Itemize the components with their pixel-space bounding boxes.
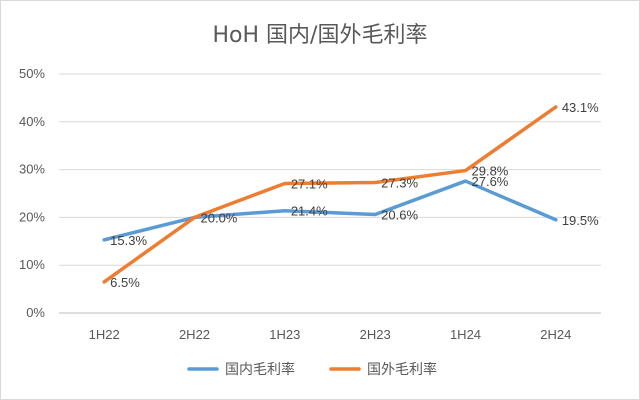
- data-label: 21.4%: [291, 204, 328, 219]
- data-label: 19.5%: [562, 213, 599, 228]
- x-tick-label: 1H22: [89, 327, 120, 342]
- y-tick-label: 0%: [26, 305, 45, 320]
- x-tick-label: 2H22: [179, 327, 210, 342]
- data-label: 6.5%: [110, 275, 140, 290]
- data-label: 15.3%: [110, 233, 147, 248]
- x-tick-label: 2H23: [360, 327, 391, 342]
- series-line-2: [102, 105, 558, 284]
- y-tick-label: 10%: [19, 257, 45, 272]
- data-label: 27.3%: [381, 176, 418, 191]
- y-tick-label: 20%: [19, 209, 45, 224]
- data-label: 20.0%: [201, 210, 238, 225]
- data-label: 43.1%: [562, 100, 599, 115]
- series-line-1: [102, 179, 558, 242]
- legend-label: 国外毛利率: [367, 361, 437, 378]
- y-tick-label: 50%: [19, 66, 45, 81]
- data-label: 20.6%: [381, 208, 418, 223]
- x-tick-label: 2H24: [540, 327, 571, 342]
- data-label: 27.1%: [291, 176, 328, 191]
- x-tick-label: 1H23: [269, 327, 300, 342]
- chart-title: HoH 国内/国外毛利率: [212, 23, 428, 48]
- data-label: 27.6%: [472, 174, 509, 189]
- legend-label: 国内毛利率: [225, 361, 295, 378]
- data-label: 29.8%: [472, 164, 509, 179]
- y-tick-label: 30%: [19, 162, 45, 177]
- x-tick-label: 1H24: [450, 327, 481, 342]
- y-tick-label: 40%: [19, 114, 45, 129]
